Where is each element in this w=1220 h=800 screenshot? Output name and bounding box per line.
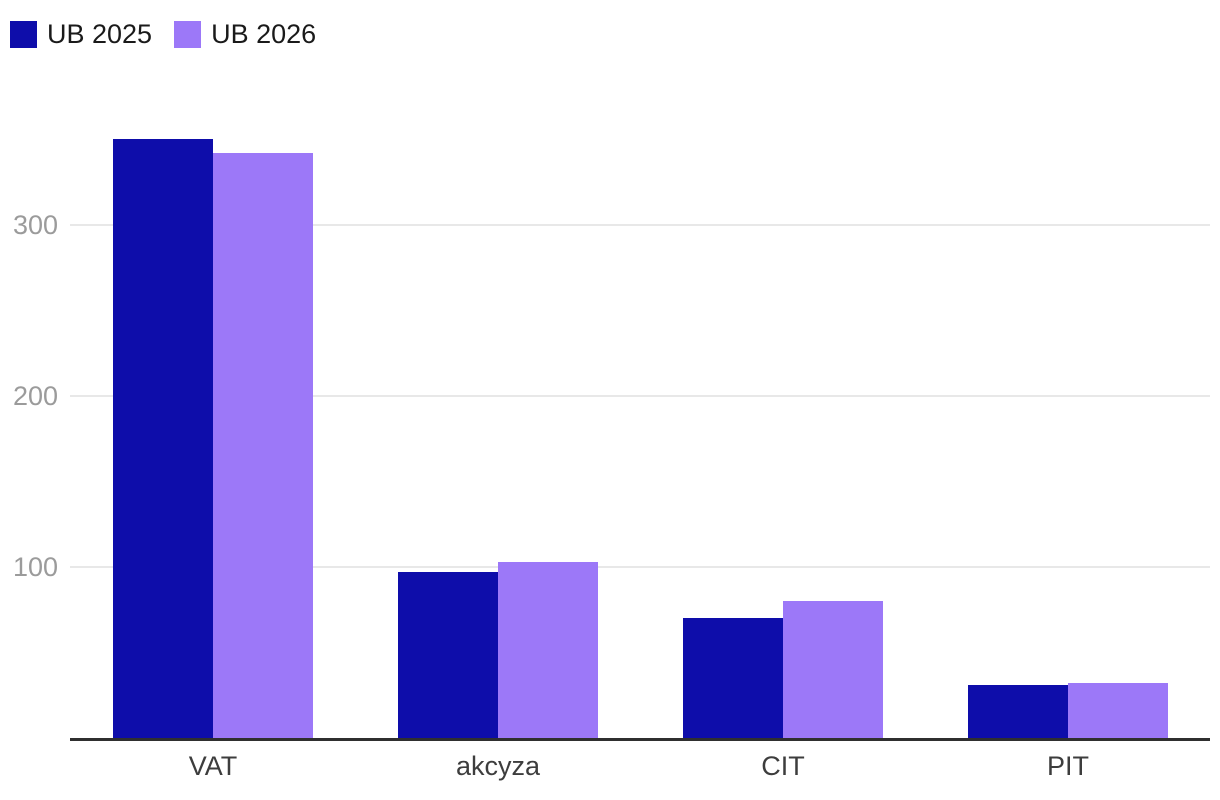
ytick-label-100: 100	[12, 552, 58, 582]
legend-item-ub-2025: UB 2025	[10, 21, 152, 48]
gridline-100	[70, 566, 1210, 568]
legend-item-ub-2026: UB 2026	[174, 21, 316, 48]
bar-vat-ub-2026	[213, 153, 313, 738]
legend: UB 2025 UB 2026	[10, 21, 316, 48]
legend-swatch-ub-2025	[10, 21, 37, 48]
gridline-300	[70, 224, 1210, 226]
ytick-label-200: 200	[12, 381, 58, 411]
x-axis-line	[70, 738, 1210, 741]
xtick-label-vat: VAT	[188, 751, 238, 781]
bar-pit-ub-2025	[968, 685, 1068, 738]
ytick-label-300: 300	[12, 210, 58, 240]
xtick-label-pit: PIT	[1046, 751, 1089, 781]
bar-cit-ub-2026	[783, 601, 883, 738]
bar-akcyza-ub-2026	[498, 562, 598, 738]
legend-label: UB 2025	[47, 19, 153, 49]
legend-swatch-ub-2026	[174, 21, 202, 48]
xtick-label-cit: CIT	[761, 751, 805, 781]
xtick-label-akcyza: akcyza	[455, 751, 541, 781]
bar-cit-ub-2025	[683, 618, 783, 738]
gridline-200	[70, 395, 1210, 397]
bar-vat-ub-2025	[113, 139, 213, 738]
bar-akcyza-ub-2025	[398, 572, 498, 738]
legend-label: UB 2026	[211, 19, 317, 49]
bar-pit-ub-2026	[1068, 683, 1168, 738]
